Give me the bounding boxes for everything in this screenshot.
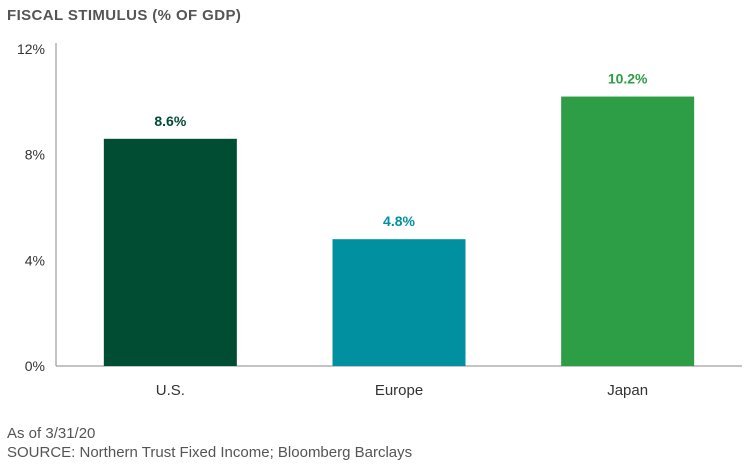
bar-japan [561, 96, 695, 367]
bar-europe [332, 239, 466, 366]
bars [103, 96, 695, 367]
as-of-note: As of 3/31/20 [7, 425, 96, 442]
data-label: 10.2% [608, 71, 648, 87]
y-tick-label: 4% [25, 252, 45, 268]
data-label: 4.8% [383, 213, 415, 229]
bar-u-s [103, 138, 237, 366]
data-label: 8.6% [154, 113, 186, 129]
y-axis-ticks: 0% 4% 8% 12% [17, 41, 45, 374]
x-category-label: U.S. [156, 382, 185, 399]
x-category-label: Europe [375, 382, 423, 399]
y-tick-label: 8% [25, 147, 45, 163]
chart-title: FISCAL STIMULUS (% OF GDP) [7, 7, 242, 24]
source-note: SOURCE: Northern Trust Fixed Income; Blo… [7, 444, 413, 461]
y-tick-label: 0% [25, 358, 45, 374]
x-category-label: Japan [607, 382, 648, 399]
data-labels: 8.6% 4.8% 10.2% [154, 71, 648, 230]
category-labels: U.S. Europe Japan [156, 382, 648, 399]
y-tick-label: 12% [17, 41, 45, 57]
